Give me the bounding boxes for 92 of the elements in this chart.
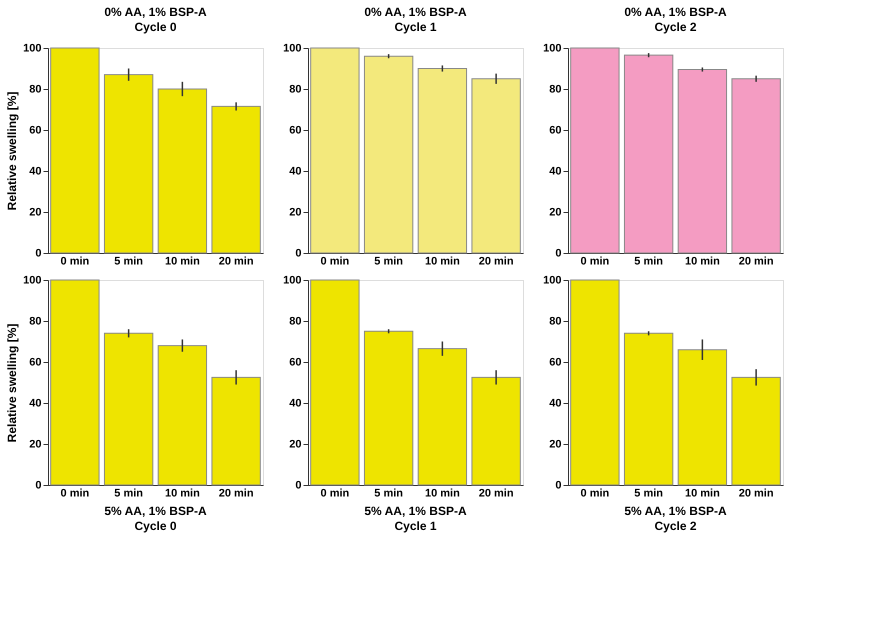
y-tick-label: 40 [29, 166, 42, 178]
bar [158, 88, 208, 254]
x-tick-label: 20 min [218, 488, 254, 500]
bar [364, 56, 414, 254]
chart-subtitle: Cycle 2 [654, 20, 697, 34]
y-tick-label: 0 [35, 248, 42, 260]
y-tick-label: 60 [29, 124, 42, 136]
text: 5% AA, 1% BSP-A [624, 504, 727, 518]
y-tick-label: 20 [549, 438, 562, 450]
bar [364, 330, 414, 486]
y-tick-label: 20 [29, 438, 42, 450]
y-tick-label: 100 [23, 274, 42, 286]
chart-subtitle: Cycle 0 [134, 20, 177, 34]
x-tick-label: 10 min [424, 256, 460, 268]
y-tick-label: 80 [289, 316, 302, 328]
y-tick-label: 20 [29, 206, 42, 218]
y-tick-label: 20 [289, 438, 302, 450]
x-tick-label: 0 min [320, 256, 350, 268]
y-tick-label: 40 [289, 398, 302, 410]
x-tick-label: 0 min [60, 256, 90, 268]
x-tick-label: 10 min [164, 256, 200, 268]
bar [731, 376, 781, 486]
y-tick-label: 0 [35, 480, 42, 492]
x-tick-label: 5 min [374, 256, 404, 268]
text: Cycle 2 [654, 519, 697, 533]
chart-title: 0% AA, 1% BSP-A [364, 5, 467, 19]
y-tick-label: 80 [289, 84, 302, 96]
bar [731, 78, 781, 254]
y-tick-label: 0 [295, 480, 302, 492]
bar [678, 69, 728, 254]
bar [104, 74, 154, 254]
bar [104, 332, 154, 486]
y-tick-label: 100 [23, 42, 42, 54]
y-tick-label: 80 [549, 84, 562, 96]
y-tick-label: 0 [555, 248, 562, 260]
y-tick-label: 60 [549, 124, 562, 136]
text: Cycle 0 [134, 519, 177, 533]
text: Cycle 1 [394, 519, 437, 533]
bar [678, 349, 728, 486]
bar [471, 376, 521, 486]
x-tick-label: 20 min [478, 256, 514, 268]
text: 5% AA, 1% BSP-A [364, 504, 467, 518]
x-tick-label: 5 min [114, 256, 144, 268]
y-tick-label: 80 [29, 316, 42, 328]
y-axis-title: Relative swelling [%] [5, 324, 20, 442]
x-tick-label: 5 min [374, 488, 404, 500]
y-tick-label: 100 [543, 42, 562, 54]
chart-title: 0% AA, 1% BSP-A [624, 5, 727, 19]
y-tick-label: 60 [289, 356, 302, 368]
text: 5% AA, 1% BSP-A [104, 504, 207, 518]
x-tick-label: 10 min [164, 488, 200, 500]
x-tick-label: 10 min [684, 256, 720, 268]
x-tick-label: 20 min [738, 256, 774, 268]
y-tick-label: 40 [289, 166, 302, 178]
x-tick-label: 10 min [424, 488, 460, 500]
y-tick-label: 40 [549, 398, 562, 410]
y-tick-label: 40 [549, 166, 562, 178]
bar [418, 68, 468, 254]
bar [624, 332, 674, 486]
x-tick-label: 5 min [114, 488, 144, 500]
y-tick-label: 100 [283, 42, 302, 54]
x-tick-label: 20 min [218, 256, 254, 268]
x-tick-label: 0 min [320, 488, 350, 500]
x-tick-label: 20 min [738, 488, 774, 500]
x-tick-label: 10 min [684, 488, 720, 500]
y-tick-label: 60 [289, 124, 302, 136]
y-tick-label: 0 [295, 248, 302, 260]
chart-subtitle: Cycle 1 [394, 20, 437, 34]
y-tick-label: 80 [549, 316, 562, 328]
y-tick-label: 40 [29, 398, 42, 410]
y-tick-label: 100 [283, 274, 302, 286]
bar [624, 54, 674, 254]
x-tick-label: 0 min [580, 256, 610, 268]
y-tick-label: 80 [29, 84, 42, 96]
y-tick-label: 0 [555, 480, 562, 492]
bar [211, 106, 261, 254]
y-tick-label: 100 [543, 274, 562, 286]
chart-title: 0% AA, 1% BSP-A [104, 5, 207, 19]
bar [211, 376, 261, 486]
y-tick-label: 60 [549, 356, 562, 368]
x-tick-label: 0 min [580, 488, 610, 500]
y-axis-title: Relative swelling [%] [5, 92, 20, 210]
bar [158, 345, 208, 486]
y-tick-label: 20 [549, 206, 562, 218]
x-tick-label: 5 min [634, 256, 664, 268]
x-tick-label: 0 min [60, 488, 90, 500]
bar [418, 348, 468, 486]
x-tick-label: 20 min [478, 488, 514, 500]
bar [471, 78, 521, 254]
y-tick-label: 60 [29, 356, 42, 368]
x-tick-label: 5 min [634, 488, 664, 500]
y-tick-label: 20 [289, 206, 302, 218]
